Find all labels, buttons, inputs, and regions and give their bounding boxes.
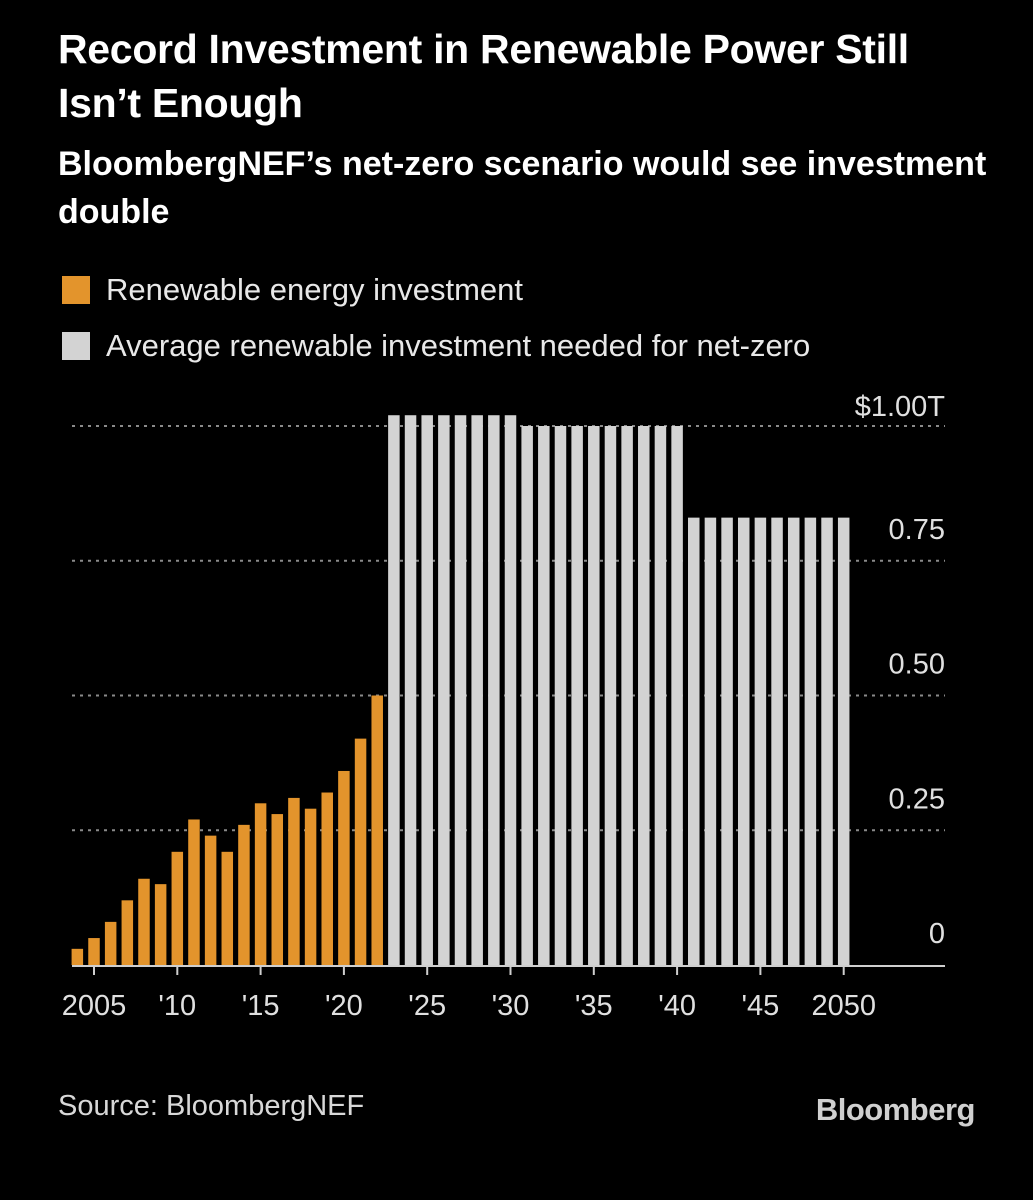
x-tick-label: '35 [575, 990, 613, 1022]
bar [438, 415, 450, 966]
bar [671, 426, 683, 965]
x-tick-label: '25 [408, 990, 446, 1022]
x-tick-label: '30 [492, 990, 530, 1022]
bar [604, 426, 617, 965]
bar [121, 900, 134, 965]
bar [454, 415, 467, 966]
bar [554, 426, 567, 965]
legend-swatch-gray [62, 332, 90, 360]
bar [571, 426, 583, 965]
bar [221, 851, 234, 965]
bar [88, 938, 100, 965]
bar [138, 878, 150, 965]
bar [654, 426, 667, 965]
bar [804, 517, 817, 965]
source-note: Source: BloombergNEF [58, 1090, 365, 1122]
bar [471, 415, 483, 966]
chart-title: Record Investment in Renewable Power Sti… [58, 26, 909, 126]
legend-swatch-orange [62, 276, 90, 304]
x-tick-label: '40 [658, 990, 696, 1022]
bar [304, 808, 317, 965]
bar [787, 517, 800, 965]
x-tick-label: 2050 [811, 990, 876, 1022]
x-tick-label: 2005 [62, 990, 127, 1022]
bar [238, 824, 250, 965]
bar [71, 948, 84, 965]
legend-item-net-zero-needed: Average renewable investment needed for … [62, 318, 810, 374]
bar [154, 884, 167, 965]
chart-subtitle: BloombergNEF’s net-zero scenario would s… [58, 145, 987, 231]
bar [204, 835, 217, 965]
bar [404, 415, 417, 966]
bar [588, 426, 600, 965]
bar [721, 517, 733, 965]
bar [354, 738, 367, 965]
legend: Renewable energy investment Average rene… [62, 262, 810, 374]
y-tick-label: 0 [929, 918, 945, 950]
bar [688, 517, 700, 965]
bar [771, 517, 783, 965]
bar [538, 426, 550, 965]
legend-label: Renewable energy investment [106, 272, 524, 307]
legend-label: Average renewable investment needed for … [106, 328, 811, 363]
x-tick-label: '45 [742, 990, 780, 1022]
y-tick-label: 0.25 [889, 783, 945, 815]
bar [421, 415, 433, 966]
bar [104, 921, 117, 965]
bar [621, 426, 633, 965]
bar [504, 415, 517, 966]
bar [171, 851, 184, 965]
bar [388, 415, 400, 966]
bar [521, 426, 533, 965]
bar [254, 803, 267, 965]
bloomberg-logo: Bloomberg [815, 1092, 976, 1127]
bar [288, 797, 300, 965]
legend-item-renewable-investment: Renewable energy investment [62, 262, 810, 318]
bar [188, 819, 200, 965]
bar [737, 517, 750, 965]
y-tick-label: $1.00T [855, 391, 946, 423]
bar [488, 415, 500, 966]
x-tick-label: '20 [325, 990, 363, 1022]
bar [371, 695, 383, 965]
bar [271, 814, 284, 965]
bar [338, 770, 350, 965]
y-tick-label: 0.50 [889, 649, 945, 681]
y-tick-label: 0.75 [889, 514, 945, 546]
bar [321, 792, 333, 965]
bar-chart: $1.00T 0.75 0.50 0.25 0 2005 '10 '15 '20 '25 '30 '3… [62, 391, 946, 1022]
bar [837, 517, 850, 965]
bar [754, 517, 767, 965]
x-tick-label: '15 [242, 990, 280, 1022]
x-tick-label: '10 [158, 990, 196, 1022]
bar [821, 517, 833, 965]
bar [704, 517, 717, 965]
bar [638, 426, 650, 965]
